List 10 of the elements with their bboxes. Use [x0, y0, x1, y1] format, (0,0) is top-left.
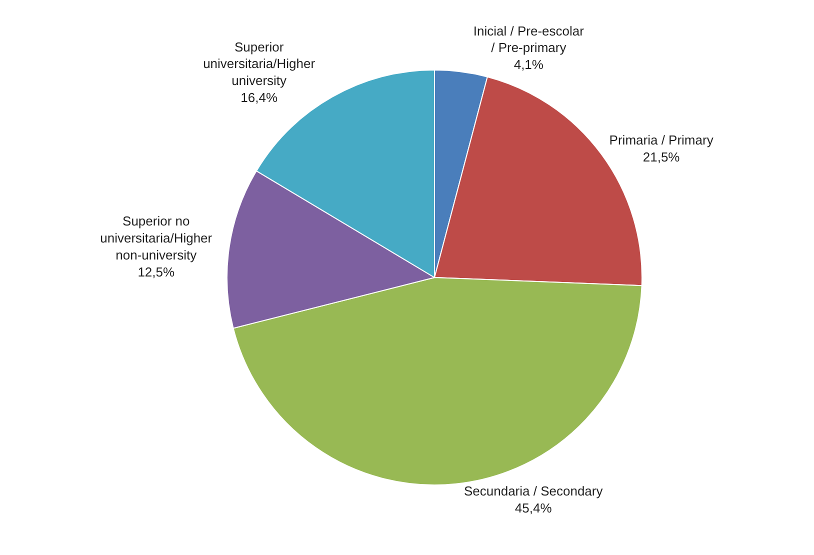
data-label: 4,1% — [514, 57, 544, 72]
data-label: 16,4% — [240, 90, 278, 105]
data-label: 45,4% — [514, 500, 552, 516]
slice-label: Secundaria / Secondary — [464, 484, 604, 499]
data-label: 12,5% — [138, 264, 175, 280]
slice-label: Primaria / Primary — [609, 132, 714, 148]
slice-label: Superior universitaria/Higher university — [203, 39, 316, 88]
slice-label: Inicial / Pre-escolar / Pre-primary — [473, 23, 585, 56]
slice-label: Superior no universitaria/Higher non-university — [100, 214, 213, 263]
data-label: 21,5% — [642, 149, 680, 164]
